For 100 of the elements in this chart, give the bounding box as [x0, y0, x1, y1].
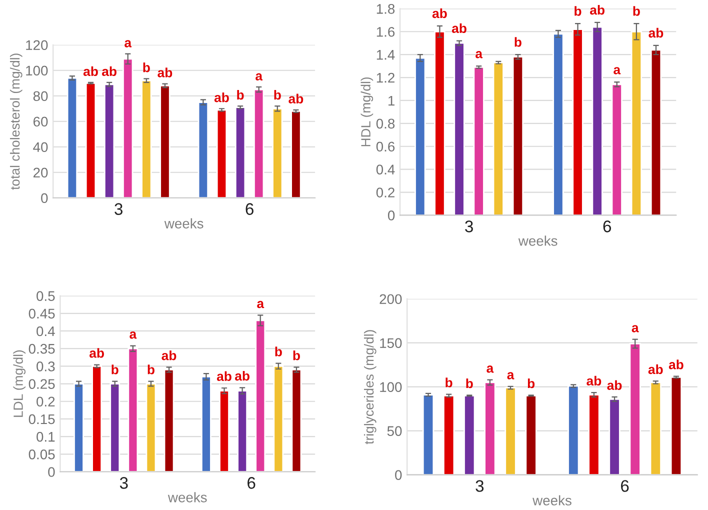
x-axis-title: weeks	[532, 495, 572, 506]
data-label: b	[143, 62, 150, 72]
data-label: b	[446, 378, 452, 388]
bar	[525, 394, 537, 475]
bar	[255, 320, 266, 472]
bar	[85, 82, 96, 198]
y-tick-label: 1.4	[376, 50, 395, 60]
data-label: ab	[648, 364, 663, 374]
data-label: ab	[214, 92, 229, 102]
y-tick-label: 50	[387, 426, 402, 436]
data-label: a	[632, 325, 639, 332]
data-label: b	[633, 6, 640, 16]
bar	[198, 102, 209, 198]
y-tick-label: 0.1	[36, 432, 55, 442]
y-tick-label: 0.35	[28, 344, 55, 354]
data-label: ab	[586, 376, 602, 386]
bar	[454, 42, 465, 216]
data-label: a	[130, 332, 137, 339]
y-axis-title: LDL (mg/dl)	[13, 350, 26, 417]
data-label: ab	[162, 350, 176, 360]
bar	[128, 348, 138, 472]
data-label: ab	[102, 66, 116, 76]
x-tick-label: 6	[603, 220, 612, 232]
data-label: ab	[648, 28, 664, 38]
bar	[272, 108, 283, 198]
data-label: b	[148, 364, 154, 374]
y-tick-label: 80	[33, 91, 48, 102]
data-label: a	[486, 366, 494, 373]
data-label: ab	[90, 348, 104, 358]
bar	[611, 84, 622, 216]
data-label: b	[293, 350, 300, 360]
x-tick-label: 6	[621, 480, 629, 492]
bar	[592, 26, 603, 216]
y-tick-label: 150	[380, 338, 402, 348]
y-tick-label: 0	[395, 470, 402, 480]
y-tick-label: 1.2	[376, 72, 394, 83]
y-tick-label: 0.05	[28, 449, 55, 460]
y-tick-label: 0.8	[376, 118, 395, 129]
data-label: a	[476, 51, 483, 58]
data-label: ab	[668, 360, 684, 370]
bar	[650, 49, 662, 216]
bar	[422, 394, 434, 475]
y-axis-title: total cholesterol (mg/dl)	[10, 54, 22, 190]
bar	[141, 80, 152, 198]
y-tick-label: 100	[380, 382, 402, 392]
bar	[237, 390, 248, 472]
bar	[434, 30, 446, 216]
bar	[608, 398, 620, 475]
data-label: a	[507, 372, 514, 380]
data-label: ab	[432, 8, 447, 18]
bar	[572, 28, 584, 216]
x-axis-title: weeks	[518, 236, 558, 246]
data-label: a	[256, 73, 263, 81]
data-label: ab	[452, 23, 466, 34]
y-tick-label: 100	[26, 66, 48, 76]
bar	[219, 390, 230, 472]
y-tick-label: 0	[388, 210, 395, 220]
y-tick-label: 0	[48, 467, 55, 477]
bar	[512, 56, 524, 216]
bar	[110, 383, 120, 472]
data-label: ab	[288, 94, 304, 104]
x-axis-title: weeks	[168, 492, 207, 502]
bar	[464, 394, 476, 475]
y-tick-label: 0.4	[36, 326, 55, 336]
data-label: ab	[83, 66, 98, 76]
bar	[414, 57, 426, 216]
bar	[290, 110, 302, 198]
data-label: b	[466, 378, 473, 388]
y-tick-label: 1.8	[376, 4, 395, 14]
y-tick-label: 0.15	[28, 414, 55, 424]
bar	[273, 365, 284, 472]
x-tick-label: 6	[246, 203, 254, 215]
bar	[650, 382, 662, 475]
data-label: ab	[607, 380, 622, 390]
y-axis-title: HDL (mg/dl)	[360, 77, 374, 146]
x-axis-title: weeks	[164, 218, 204, 228]
y-tick-label: 0.5	[36, 291, 55, 301]
bar	[568, 385, 580, 475]
bar	[216, 109, 228, 198]
bar	[504, 387, 516, 475]
data-label: ab	[235, 370, 250, 381]
bar	[200, 376, 212, 472]
y-tick-label: 0.25	[28, 379, 55, 389]
y-tick-label: 1.6	[376, 26, 395, 37]
bar	[160, 84, 170, 198]
x-tick-label: 3	[120, 477, 128, 489]
data-label: ab	[216, 371, 232, 381]
bar	[254, 88, 264, 198]
bar	[492, 62, 504, 216]
x-tick-label: 3	[465, 220, 473, 232]
y-tick-label: 1	[388, 96, 394, 106]
y-tick-label: 0.45	[28, 308, 55, 319]
y-tick-label: 0	[41, 193, 48, 204]
bar	[146, 383, 156, 472]
data-label: ab	[158, 68, 172, 78]
bar	[629, 343, 641, 475]
bar	[670, 376, 682, 475]
y-tick-label: 60	[33, 116, 48, 127]
bar	[473, 66, 484, 216]
bar	[122, 58, 134, 198]
